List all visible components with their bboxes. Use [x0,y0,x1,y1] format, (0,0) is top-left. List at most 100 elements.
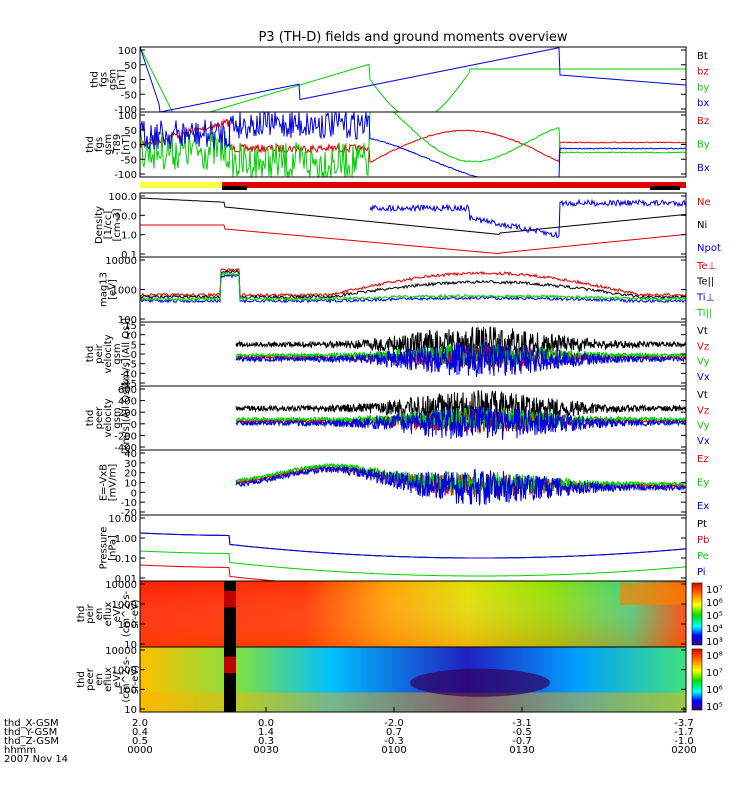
spectrogram-band [140,692,686,712]
x-axis-value: 0.4 [132,727,148,738]
x-axis-value: -1.7 [674,727,694,738]
colorbar-label: 10³ [706,637,723,648]
y-axis-label: thdpeervelocitygsm[km/s](All Qs)] [85,382,132,454]
series-line-By [139,111,687,178]
series-line-Ex [235,464,687,506]
y-axis-label-line: thd [76,606,87,623]
y-axis-label: Density[1/cc][cm-3] [94,206,123,244]
y-tick-label: -20 [121,508,137,519]
chart-title: P3 (TH-D) fields and ground moments over… [258,30,567,45]
y-axis-label: thdfgsgsm-T89[nT] [85,134,132,156]
y-tick-label: 5 [131,340,137,351]
x-axis-value: 0030 [253,745,278,756]
x-axis-date: 2007 Nov 14 [4,754,68,765]
y-tick-label: -200 [114,431,137,442]
y-tick-label: 1000 [112,286,137,297]
x-axis-value: 0.0 [258,718,274,729]
y-tick-label: 15 [124,321,137,332]
legend-entry: Vx [697,436,710,447]
y-axis-label-line: [eV] [108,279,119,300]
colorbar-label: 10⁷ [706,585,723,596]
x-axis-value: 0130 [509,745,534,756]
y-axis-label-line: [mV/m] [108,464,119,502]
y-axis-label-line: E=-VxB [99,464,110,501]
y-tick-label: 20 [124,469,137,480]
x-axis-value: 2.0 [132,718,148,729]
legend-entry: Bz [697,116,709,127]
x-axis-value: -2.0 [384,718,404,729]
series-line-Ti|| [139,271,687,302]
y-axis-label-line: gsm [103,134,114,155]
y-axis-label: thdpeirvelocitygsm[km/s](All Qs)] [85,318,132,390]
legend-entry: Ti|| [696,308,712,319]
y-axis-label-line: -T89 [112,134,123,156]
y-axis-label-line: [km/s](All Qs)] [121,382,132,454]
legend-entry: Bx [697,163,710,174]
series-line-Pi [140,532,687,559]
y-axis-label-line: peer [85,667,96,691]
y-tick-label: -50 [121,155,137,166]
legend-entry: Npot [697,243,721,254]
y-tick-label: -10 [121,369,137,380]
legend-entry: Ni [697,220,707,231]
y-axis-label-line: thd [85,136,96,153]
legend-entry: Ez [697,454,709,465]
y-axis-label-line: [nT] [121,134,132,154]
panel-2: 100 50 0 -50 -100 thdfgsgsm-T89[nT] Bz By Bx [85,110,710,181]
y-axis-label-line: gsm [108,69,119,90]
mode-bar-slow [140,182,222,188]
mode-bar-burst [650,186,680,190]
y-axis-label: thdpeirenefluxeV/(cm^2-s-sr-eV) [76,590,141,637]
legend-entry: Vy [697,357,710,368]
y-axis-label-line: peir [85,603,96,623]
panel-9: 10⁷ 10⁶ 10⁵ 10⁴ 10³ 10000 1000 100 10 thdpeirenef… [76,580,723,651]
y-axis-label-line: eflux [103,667,114,692]
legend-entry: Vx [697,372,710,383]
legend-entry: Pe [697,551,709,562]
panel-frame [139,256,687,323]
mode-bar [140,182,686,190]
y-tick-label: 0 [131,488,137,499]
legend-entry: bx [697,98,709,109]
mode-bar-burst [222,186,247,190]
y-axis-label-line: sr-eV) [130,599,141,628]
y-axis-label-line: en [94,608,105,621]
series-line-Pe [140,550,687,577]
y-axis-label-line: (cm^2-s- [121,656,132,703]
panel-6: 6004002000-200-400thdpeervelocitygsm[km/… [85,382,710,454]
y-tick-label: -50 [121,90,137,101]
y-tick-label: 10.0 [115,211,137,222]
legend-entry: by [697,82,709,93]
y-axis-label: mag13[eV] [99,272,119,307]
legend-entry: Ey [697,478,709,489]
colorbar-label: 10⁶ [706,598,723,609]
y-axis-label-line: velocity [103,334,114,373]
y-axis-label-line: sr-eV) [130,665,141,694]
x-axis-row-label: thd_Z-GSM [4,736,59,747]
y-axis-label-line: thd [85,346,96,363]
x-axis-value: 0000 [127,745,152,756]
y-axis-label-line: eV/ [112,671,123,688]
legend-entry: Vz [697,405,709,416]
y-axis-label-line: thd [76,671,87,688]
colorbar-label: 10⁵ [706,702,723,713]
panel-1: 100 50 0 -50 -100 thdfgsgsm[nT] Bt bz by bx [90,46,710,116]
y-tick-label: 1000 [112,666,137,677]
x-axis-value: -0.3 [384,736,404,747]
series-line-Vx [235,341,687,377]
y-axis-label-line: [nT] [117,69,128,89]
y-tick-label: 30 [124,459,137,470]
y-tick-label: 100 [118,685,137,696]
x-axis-value: -3.7 [674,718,694,729]
spectrogram-minimum [410,668,550,697]
x-axis-value: 0.7 [386,727,402,738]
y-tick-label: 50 [124,126,137,137]
y-tick-label: -5 [127,360,137,371]
y-tick-label: 0.1 [121,250,137,261]
y-tick-label: 100 [118,111,137,122]
legend-entry: Ex [697,501,709,512]
colorbar-label: 10⁸ [706,651,723,662]
legend-entry: Vt [697,390,708,401]
